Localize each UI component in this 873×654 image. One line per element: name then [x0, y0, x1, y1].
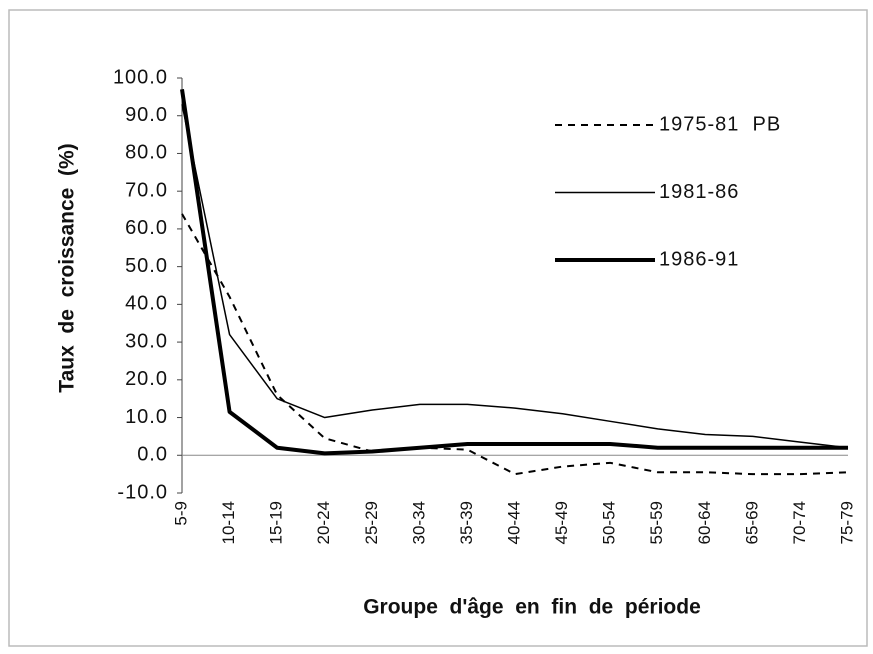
- y-axis-title: Taux de croissance (%): [56, 143, 79, 392]
- series-line: [181, 104, 849, 449]
- y-tick-label: 50.0: [125, 255, 168, 277]
- x-tick-label: 70-74: [790, 501, 809, 544]
- x-tick-label: 20-24: [314, 501, 333, 544]
- x-tick-label: 65-69: [742, 501, 761, 544]
- legend-label: 1981-86: [659, 181, 739, 203]
- x-tick-label: 10-14: [219, 501, 238, 544]
- x-tick-label: 35-39: [457, 501, 476, 544]
- y-tick-label: -10.0: [117, 481, 168, 503]
- y-tick-label: 100.0: [113, 66, 168, 88]
- x-axis-title: Groupe d'âge en fin de période: [363, 596, 701, 619]
- y-tick-label: 20.0: [125, 368, 168, 390]
- y-tick-label: 80.0: [125, 142, 168, 164]
- frame: [8, 9, 868, 647]
- x-tick-label: 40-44: [504, 501, 523, 544]
- y-tick-label: 40.0: [125, 293, 168, 315]
- x-tick-label: 60-64: [695, 501, 714, 544]
- legend-label: 1975-81 PB: [659, 113, 781, 135]
- y-tick-label: 10.0: [125, 406, 168, 428]
- x-tick-label: 55-59: [647, 501, 666, 544]
- y-tick-label: 70.0: [125, 179, 168, 201]
- legend-label: 1986-91: [659, 248, 739, 270]
- series-line: [181, 213, 849, 476]
- series-line: [180, 89, 848, 456]
- y-tick-label: 90.0: [125, 104, 168, 126]
- x-tick-label: 50-54: [600, 501, 619, 544]
- x-tick-label: 5-9: [171, 501, 190, 526]
- x-tick-label: 25-29: [362, 501, 381, 544]
- x-tick-label: 75-79: [837, 501, 856, 544]
- x-tick-label: 15-19: [267, 501, 286, 544]
- x-tick-label: 45-49: [552, 501, 571, 544]
- y-tick-label: 60.0: [125, 217, 168, 239]
- x-tick-label: 30-34: [409, 501, 428, 544]
- y-tick-label: 0.0: [137, 444, 168, 466]
- y-tick-label: 30.0: [125, 330, 168, 352]
